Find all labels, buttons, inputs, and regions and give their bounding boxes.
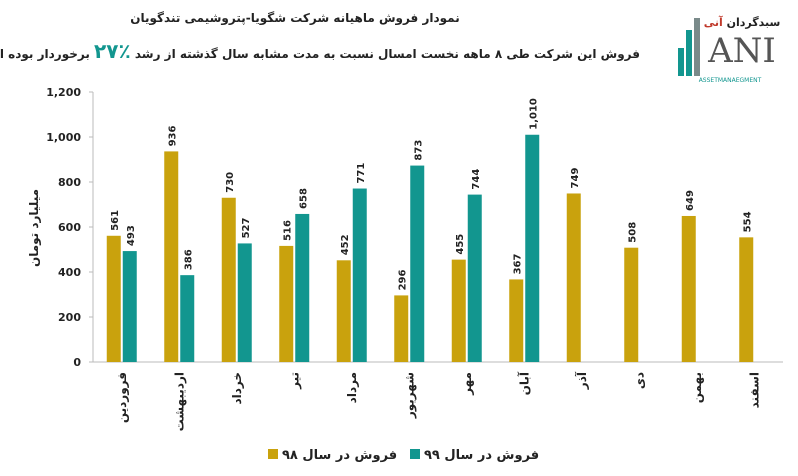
value-label: 1,010 [528, 98, 539, 130]
y-tick-label: 0 [73, 356, 81, 369]
value-label: 744 [471, 169, 482, 190]
logo: سبدگردان آنی ANI ASSETMANAEGMENT [678, 15, 780, 84]
value-label: 527 [241, 218, 252, 239]
y-tick-label: 600 [58, 221, 81, 234]
x-tick-label: اردیبهشت [172, 372, 186, 431]
value-label: 296 [397, 269, 408, 290]
y-tick-label: 1,200 [46, 86, 81, 99]
value-label: 873 [413, 140, 424, 161]
bar [295, 213, 310, 362]
bar [352, 188, 367, 362]
legend-swatch [410, 449, 420, 459]
logo-persian: سبدگردان آنی [704, 15, 781, 29]
x-tick-label: فروردین [115, 372, 130, 423]
logo-bar [694, 18, 700, 76]
subtitle-text: برخوردار بوده است. [0, 47, 90, 62]
x-tick-label: مرداد [345, 372, 359, 403]
bar [237, 243, 252, 362]
logo-bar [686, 30, 692, 76]
bar [467, 194, 482, 362]
subtitle-text: فروش این شرکت طی ۸ ماهه نخست امسال نسبت … [135, 47, 640, 62]
value-label: 452 [340, 234, 351, 255]
logo-persian-text: سبدگردان [727, 16, 781, 29]
x-tick-label: خرداد [230, 372, 244, 405]
x-tick-label: دی [632, 372, 646, 389]
x-tick-label: اسفند [747, 372, 761, 408]
y-axis-label: میلیارد تومان [27, 189, 42, 267]
x-tick-label: مهر [460, 372, 474, 396]
value-label: 455 [455, 234, 466, 255]
legend-label: فروش در سال ۹۹ [424, 448, 539, 463]
value-label: 658 [298, 188, 309, 209]
value-label: 749 [570, 168, 581, 189]
legend-swatch [268, 449, 278, 459]
bar [336, 260, 351, 362]
logo-bar [678, 48, 684, 76]
subtitle: فروش این شرکت طی ۸ ماهه نخست امسال نسبت … [0, 39, 640, 63]
bar [681, 215, 696, 362]
bar [394, 295, 409, 362]
bar [525, 134, 540, 362]
subtitle-highlight: ٪۲۷ [94, 39, 131, 63]
y-tick-label: 1,000 [46, 131, 81, 144]
value-label: 649 [685, 190, 696, 211]
bar [279, 245, 294, 362]
x-tick-label: بهمن [690, 372, 704, 403]
value-label: 386 [183, 249, 194, 270]
bar [221, 197, 236, 362]
value-label: 771 [356, 163, 367, 184]
y-tick-label: 800 [58, 176, 81, 189]
legend-label: فروش در سال ۹۸ [282, 448, 397, 463]
bar [410, 165, 425, 362]
value-label: 936 [167, 125, 178, 146]
bar [624, 247, 639, 362]
bar [509, 279, 524, 362]
value-label: 730 [225, 172, 236, 193]
x-tick-label: شهریور [402, 372, 417, 419]
bar [180, 275, 195, 362]
value-label: 508 [627, 222, 638, 243]
value-label: 561 [110, 210, 121, 231]
bar [451, 259, 466, 362]
y-tick-label: 400 [58, 266, 81, 279]
bar [566, 193, 581, 362]
value-label: 367 [512, 254, 523, 275]
x-tick-label: آبان [516, 371, 531, 395]
logo-english: ASSETMANAEGMENT [699, 77, 762, 84]
logo-brand: ANI [707, 31, 776, 71]
value-label: 493 [126, 225, 137, 246]
bar [739, 237, 754, 362]
bar [106, 235, 121, 362]
x-tick-label: تیر [287, 372, 301, 390]
value-label: 554 [742, 211, 753, 232]
y-tick-label: 200 [58, 311, 81, 324]
x-tick-label: آذر [574, 371, 589, 390]
logo-persian-accent: آنی [704, 15, 723, 29]
bar [122, 251, 137, 362]
value-label: 516 [282, 220, 293, 241]
chart-title: نمودار فروش ماهیانه شرکت شگویا-پتروشیمی … [130, 11, 459, 26]
bar [164, 151, 179, 362]
